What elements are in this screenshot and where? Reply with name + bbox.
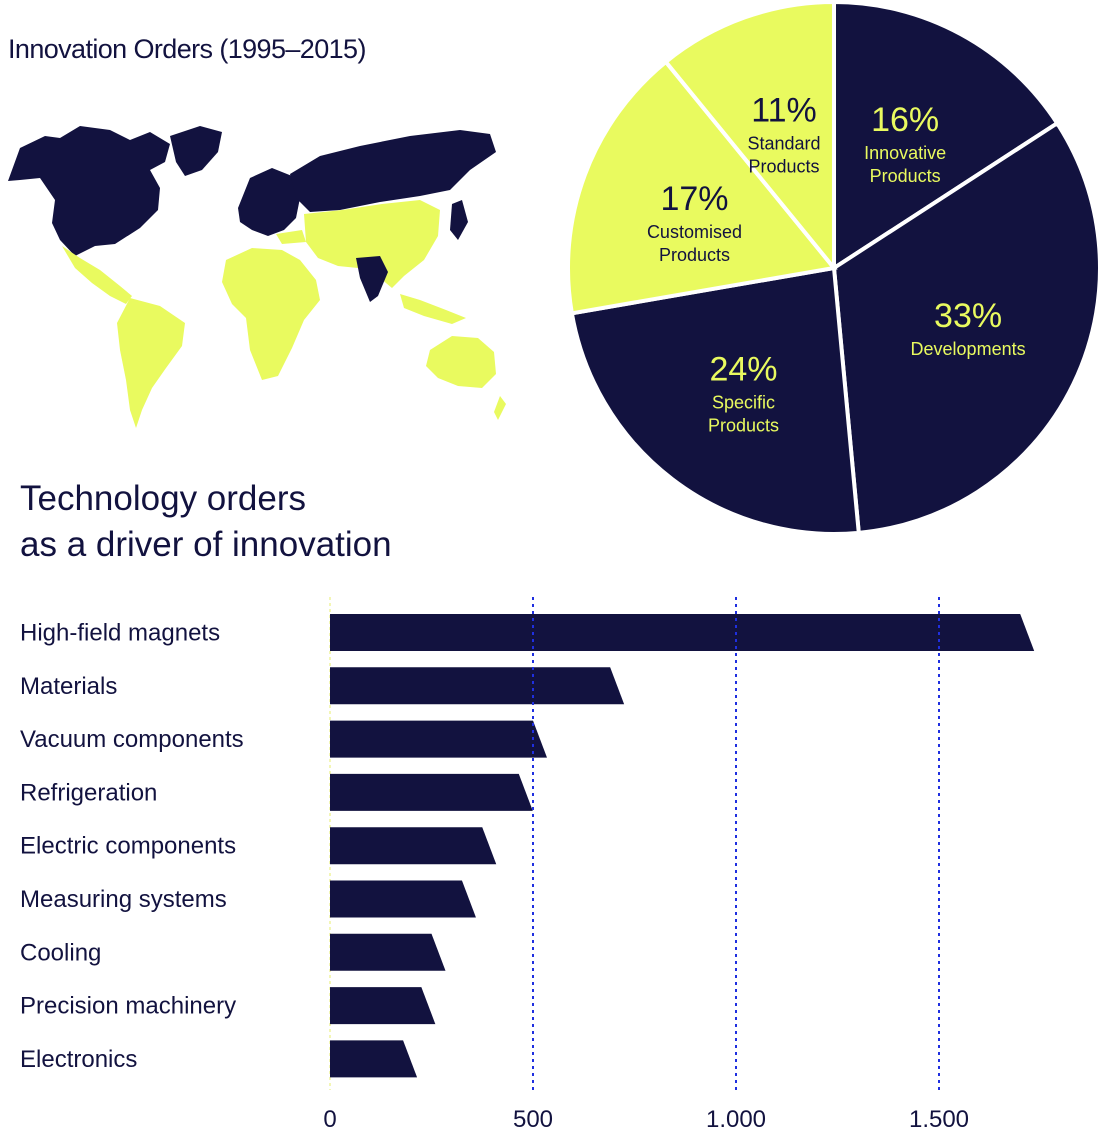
world-map (8, 126, 506, 428)
category-label: Cooling (20, 939, 101, 966)
bar-chart: High-field magnets Materials Vacuum compon… (20, 597, 1035, 1133)
x-tick-label: 1.000 (706, 1106, 766, 1133)
pie-slice-label: Products (748, 157, 819, 177)
bar (330, 773, 533, 811)
x-tick-label: 1.500 (909, 1106, 969, 1133)
pie-slice-label: Products (708, 415, 779, 435)
pie-slice-value: 24% (709, 350, 777, 388)
pie-slice-label: Standard (747, 134, 820, 154)
map-region-russia (290, 130, 496, 212)
map-region-south-america (117, 298, 185, 428)
category-label: Electric components (20, 833, 236, 860)
map-region-greenland (170, 126, 222, 176)
pie-slice-value: 33% (934, 297, 1002, 335)
category-label: Precision machinery (20, 993, 236, 1020)
pie-slice-value: 16% (871, 101, 939, 139)
category-label: Electronics (20, 1046, 137, 1073)
bar (330, 1040, 418, 1078)
map-region-australia (426, 336, 496, 388)
category-label: Measuring systems (20, 886, 227, 913)
pie-slice-value: 17% (660, 180, 728, 218)
bar-chart-title: Technology orders as a driver of innovat… (20, 476, 540, 568)
category-label: Refrigeration (20, 779, 157, 806)
pie-slice-label: Products (870, 166, 941, 186)
x-tick-label: 500 (513, 1106, 553, 1133)
category-label: High-field magnets (20, 620, 220, 647)
map-region-new-zealand (494, 396, 506, 420)
map-title: Innovation Orders (1995–2015) (8, 34, 366, 64)
bar (330, 987, 436, 1025)
pie-slice-label: Products (659, 245, 730, 265)
pie-slice-value: 11% (751, 92, 817, 130)
pie-slice-label: Innovative (864, 143, 946, 163)
bar (330, 827, 497, 865)
pie-slice-label: Specific (712, 392, 775, 412)
bar (330, 933, 446, 971)
map-region-north-america (8, 126, 170, 256)
bar (330, 720, 547, 758)
bar (330, 880, 476, 918)
map-region-japan (450, 200, 468, 240)
pie-slice-label: Customised (647, 222, 742, 242)
pie-chart: 16% Innovative Products 33% Developments 24% S… (566, 0, 1100, 536)
map-region-india (356, 256, 388, 302)
category-label: Vacuum components (20, 726, 244, 753)
map-region-turkey (276, 230, 306, 244)
category-label: Materials (20, 673, 117, 700)
map-region-southeast-asia (400, 294, 466, 324)
bar (330, 667, 625, 705)
bar (330, 614, 1035, 651)
map-region-africa (222, 248, 320, 380)
map-region-central-america (62, 246, 132, 304)
pie-slice-1 (831, 120, 1100, 536)
pie-slice-4 (663, 0, 836, 274)
bar-chart-title-line2: as a driver of innovation (20, 525, 392, 564)
pie-slice-3 (566, 59, 838, 316)
map-region-asia (304, 200, 440, 288)
pie-slice-2 (569, 265, 861, 536)
x-tick-label: 0 (323, 1106, 336, 1133)
map-region-europe (238, 168, 300, 236)
pie-slice-0 (832, 0, 1060, 272)
pie-slice-label: Developments (911, 339, 1026, 359)
bar-chart-title-line1: Technology orders (20, 479, 306, 518)
